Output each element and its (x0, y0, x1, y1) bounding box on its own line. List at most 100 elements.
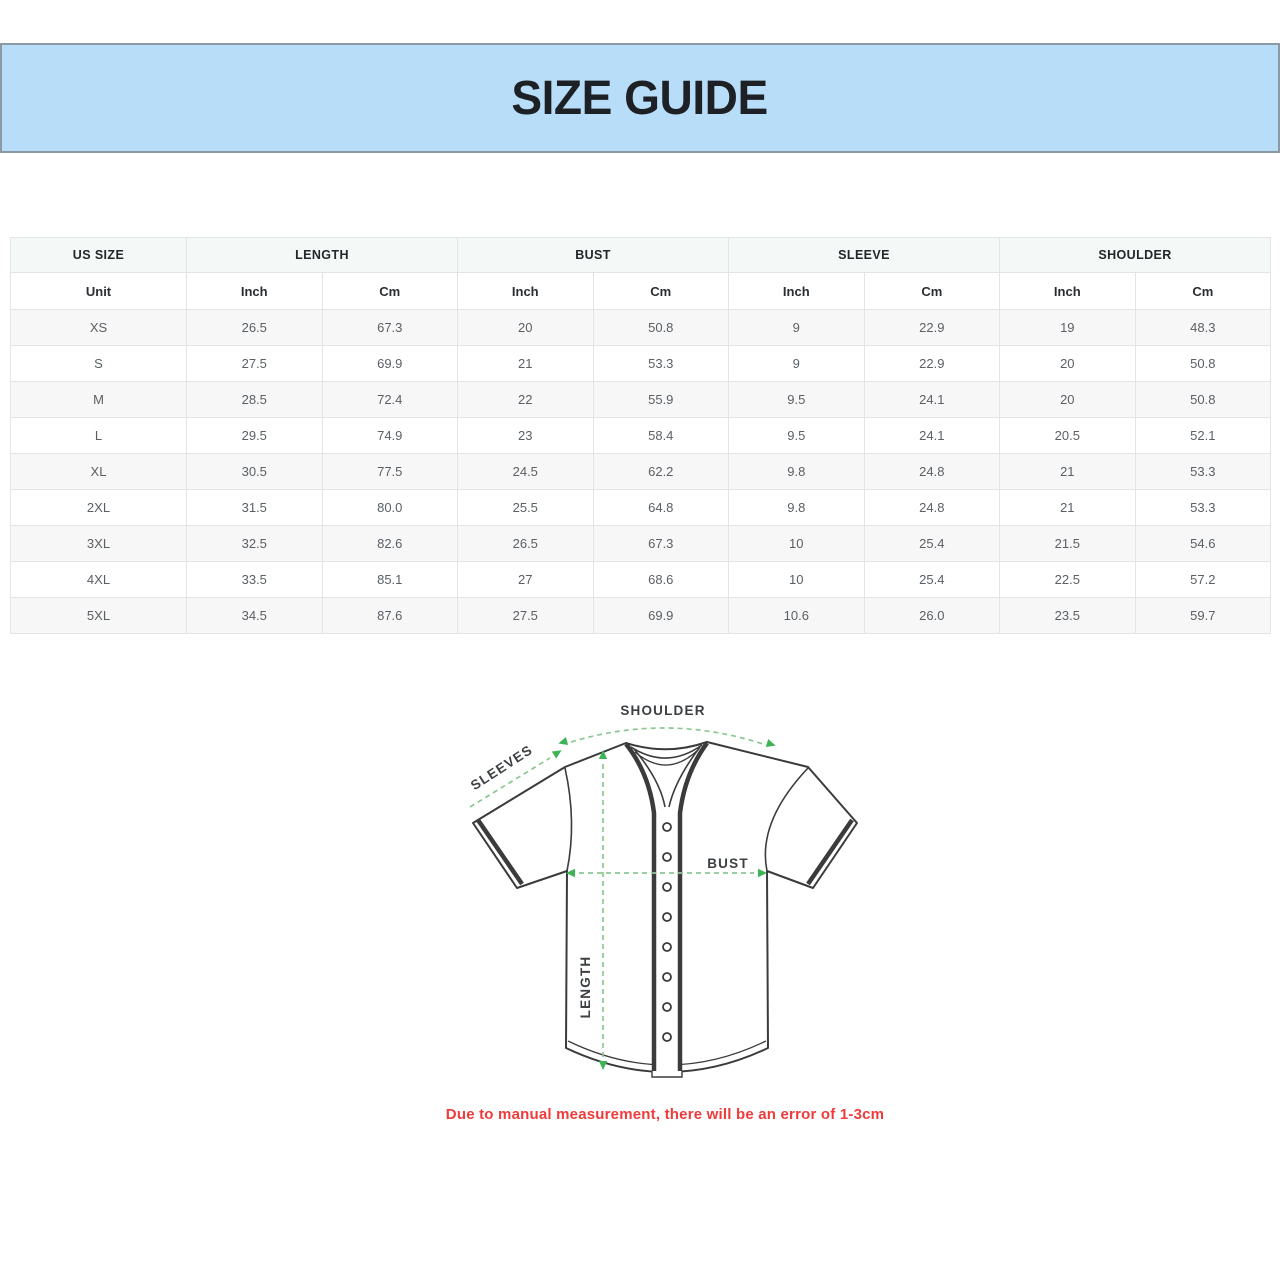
column-group-header: SHOULDER (999, 237, 1272, 273)
unit-header: Inch (186, 272, 323, 310)
measurement-cell: 10 (728, 525, 865, 562)
size-cell: L (10, 417, 187, 454)
measurement-cell: 52.1 (1134, 417, 1272, 454)
bust-arrow (566, 868, 767, 878)
measurement-cell: 54.6 (1134, 525, 1272, 562)
measurement-cell: 9 (728, 345, 865, 382)
unit-header: Unit (10, 272, 187, 310)
size-cell: 3XL (10, 525, 187, 562)
size-cell: M (10, 381, 187, 418)
column-group-header: US SIZE (10, 237, 187, 273)
measurement-cell: 69.9 (592, 597, 730, 634)
measurement-cell: 21 (457, 345, 594, 382)
measurement-cell: 23.5 (999, 597, 1136, 634)
measurement-cell: 64.8 (592, 489, 730, 526)
column-group-header: LENGTH (185, 237, 459, 273)
measurement-cell: 26.0 (863, 597, 1001, 634)
size-cell: XS (10, 309, 187, 346)
measurement-cell: 21 (999, 453, 1136, 490)
measurement-cell: 22 (457, 381, 594, 418)
unit-header: Inch (728, 272, 865, 310)
measurement-cell: 27 (457, 561, 594, 598)
measurement-cell: 74.9 (321, 417, 459, 454)
measurement-note: Due to manual measurement, there will be… (445, 1106, 885, 1123)
buttons (662, 822, 672, 1042)
right-piping (677, 741, 709, 1071)
measurement-cell: 50.8 (1134, 381, 1272, 418)
collar (630, 744, 703, 808)
length-label: LENGTH (578, 956, 593, 1019)
size-guide-banner: SIZE GUIDE (0, 43, 1280, 153)
unit-header: Cm (592, 272, 730, 310)
table-row: S 27.5 69.9 21 53.3 9 22.9 20 50.8 (10, 345, 1272, 382)
size-cell: XL (10, 453, 187, 490)
measurement-cell: 21.5 (999, 525, 1136, 562)
measurement-cell: 87.6 (321, 597, 459, 634)
measurement-cell: 53.3 (592, 345, 730, 382)
measurement-cell: 25.5 (457, 489, 594, 526)
measurement-cell: 27.5 (186, 345, 323, 382)
measurement-cell: 9.8 (728, 489, 865, 526)
measurement-cell: 85.1 (321, 561, 459, 598)
size-table-body: XS 26.5 67.3 20 50.8 9 22.9 19 48.3 S 27.5 69.9 21 53… (10, 309, 1272, 634)
unit-header: Inch (999, 272, 1136, 310)
table-row: 4XL 33.5 85.1 27 68.6 10 25.4 22.5 57.2 (10, 561, 1272, 598)
measurement-cell: 57.2 (1134, 561, 1272, 598)
measurement-cell: 80.0 (321, 489, 459, 526)
measurement-cell: 58.4 (592, 417, 730, 454)
measurement-cell: 69.9 (321, 345, 459, 382)
measurement-cell: 9 (728, 309, 865, 346)
measurement-cell: 59.7 (1134, 597, 1272, 634)
size-table-group-row: US SIZE LENGTH BUST SLEEVE SHOULDER (10, 237, 1272, 273)
page-title: SIZE GUIDE (511, 71, 769, 125)
table-row: XL 30.5 77.5 24.5 62.2 9.8 24.8 21 53.3 (10, 453, 1272, 490)
measurement-cell: 31.5 (186, 489, 323, 526)
unit-header: Cm (1134, 272, 1272, 310)
table-row: 5XL 34.5 87.6 27.5 69.9 10.6 26.0 23.5 59.7 (10, 597, 1272, 634)
measurement-cell: 22.5 (999, 561, 1136, 598)
measurement-cell: 50.8 (1134, 345, 1272, 382)
measurement-cell: 26.5 (457, 525, 594, 562)
right-sleeve-stripe (806, 818, 854, 886)
measurement-cell: 9.8 (728, 453, 865, 490)
size-table: US SIZE LENGTH BUST SLEEVE SHOULDER Unit Inch… (10, 237, 1272, 634)
measurement-cell: 24.8 (863, 453, 1001, 490)
measurement-cell: 9.5 (728, 381, 865, 418)
measurement-cell: 28.5 (186, 381, 323, 418)
measurement-cell: 53.3 (1134, 453, 1272, 490)
measurement-cell: 25.4 (863, 561, 1001, 598)
sleeves-arrow (469, 750, 562, 808)
jersey-outline (472, 741, 858, 1078)
measurement-cell: 29.5 (186, 417, 323, 454)
jersey-diagram: SHOULDER SLEEVES BUST LENGTH (468, 703, 858, 1078)
left-piping (624, 742, 657, 1071)
measurement-cell: 20 (999, 345, 1136, 382)
measurement-cell: 82.6 (321, 525, 459, 562)
measurement-cell: 23 (457, 417, 594, 454)
measurement-cell: 53.3 (1134, 489, 1272, 526)
table-row: 2XL 31.5 80.0 25.5 64.8 9.8 24.8 21 53.3 (10, 489, 1272, 526)
table-row: L 29.5 74.9 23 58.4 9.5 24.1 20.5 52.1 (10, 417, 1272, 454)
measurement-cell: 67.3 (592, 525, 730, 562)
measurement-cell: 26.5 (186, 309, 323, 346)
measurement-cell: 67.3 (321, 309, 459, 346)
measurement-cell: 25.4 (863, 525, 1001, 562)
sleeves-label: SLEEVES (468, 742, 535, 793)
size-table-container: US SIZE LENGTH BUST SLEEVE SHOULDER Unit Inch… (10, 237, 1272, 634)
size-cell: 5XL (10, 597, 187, 634)
measurement-cell: 34.5 (186, 597, 323, 634)
measurement-cell: 21 (999, 489, 1136, 526)
measurement-cell: 19 (999, 309, 1136, 346)
measurement-cell: 33.5 (186, 561, 323, 598)
measurement-cell: 20 (999, 381, 1136, 418)
size-cell: S (10, 345, 187, 382)
measurement-cell: 62.2 (592, 453, 730, 490)
unit-header: Inch (457, 272, 594, 310)
measurement-cell: 72.4 (321, 381, 459, 418)
measurement-cell: 27.5 (457, 597, 594, 634)
measurement-cell: 24.1 (863, 417, 1001, 454)
measurement-cell: 32.5 (186, 525, 323, 562)
measurement-cell: 30.5 (186, 453, 323, 490)
bust-label: BUST (707, 856, 749, 871)
measurement-cell: 24.5 (457, 453, 594, 490)
